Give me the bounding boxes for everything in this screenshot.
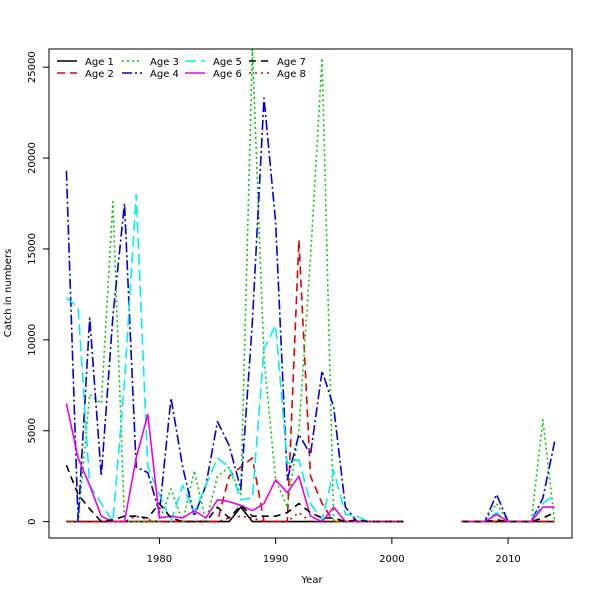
legend-label: Age 7 xyxy=(277,57,306,68)
series-line-age-5 xyxy=(65,193,556,523)
legend-label: Age 6 xyxy=(213,69,242,80)
x-tick-label: 2000 xyxy=(379,554,404,565)
legend-label: Age 5 xyxy=(213,57,242,68)
y-axis-title: Catch in numbers xyxy=(3,249,14,338)
y-axis: 0 5000 10000 15000 20000 25000 xyxy=(27,51,49,525)
legend-label: Age 8 xyxy=(277,69,306,80)
legend-label: Age 3 xyxy=(150,57,179,68)
y-tick-label: 15000 xyxy=(27,233,38,265)
y-tick-label: 10000 xyxy=(27,324,38,356)
x-tick-label: 1980 xyxy=(147,554,172,565)
series-line-age-2 xyxy=(66,239,555,523)
y-tick-label: 5000 xyxy=(27,418,38,443)
y-tick-label: 20000 xyxy=(27,142,38,174)
y-tick-label: 0 xyxy=(27,518,38,524)
plot-frame xyxy=(48,48,573,539)
x-tick-label: 2010 xyxy=(495,554,520,565)
series-layer xyxy=(65,48,556,523)
legend-label: Age 1 xyxy=(85,57,114,68)
x-axis-title: Year xyxy=(300,575,323,586)
series-line-age-4 xyxy=(65,97,556,523)
legend-label: Age 4 xyxy=(150,69,179,80)
x-tick-label: 1990 xyxy=(263,554,288,565)
series-line-age-7 xyxy=(65,465,555,523)
x-axis: 1980 1990 2000 2010 xyxy=(147,538,521,565)
y-tick-label: 25000 xyxy=(27,51,38,83)
legend-label: Age 2 xyxy=(85,69,114,80)
